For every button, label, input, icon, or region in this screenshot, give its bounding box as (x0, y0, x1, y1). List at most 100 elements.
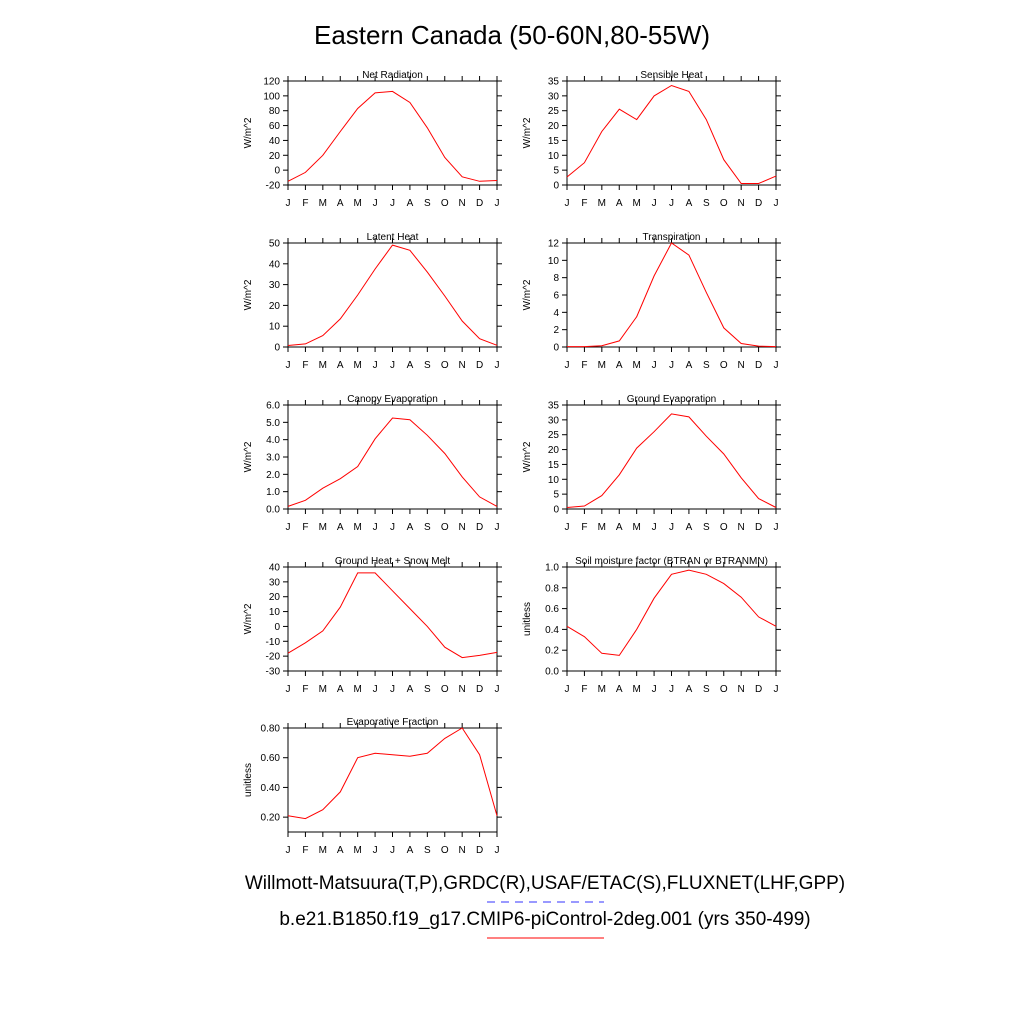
x-tick-label: A (407, 845, 414, 856)
x-tick-label: M (353, 198, 361, 209)
x-tick-label: A (616, 198, 623, 209)
y-tick-label: 10 (548, 475, 560, 486)
x-tick-label: D (476, 198, 483, 209)
y-tick-label: 120 (263, 77, 280, 88)
y-tick-label: 20 (548, 445, 560, 456)
x-tick-label: J (390, 522, 395, 533)
x-tick-label: S (703, 522, 710, 533)
x-tick-label: J (373, 684, 378, 695)
plot-frame (287, 242, 498, 348)
x-tick-label: A (407, 684, 414, 695)
x-tick-label: M (353, 360, 361, 371)
x-tick-label: S (424, 360, 431, 371)
plot-frame (566, 404, 777, 510)
x-tick-label: D (755, 684, 762, 695)
y-tick-label: 5.0 (266, 418, 280, 429)
x-tick-label: O (441, 845, 449, 856)
x-tick-label: N (459, 845, 466, 856)
panel-title: Ground Heat + Snow Melt (335, 556, 451, 567)
x-tick-label: J (565, 360, 570, 371)
model-series-line (287, 244, 498, 346)
x-tick-label: A (686, 198, 693, 209)
model-series-line (566, 84, 777, 184)
y-tick-label: 0 (553, 505, 559, 516)
x-tick-label: N (459, 684, 466, 695)
y-tick-label: 0.80 (261, 724, 281, 735)
x-tick-label: A (337, 198, 344, 209)
y-tick-label: 1.0 (266, 487, 280, 498)
x-tick-label: A (616, 360, 623, 371)
x-tick-label: F (581, 522, 587, 533)
x-tick-label: M (598, 684, 606, 695)
x-tick-label: J (774, 684, 779, 695)
y-tick-label: 30 (269, 280, 281, 291)
x-tick-label: D (476, 360, 483, 371)
x-tick-label: D (755, 198, 762, 209)
y-tick-label: 0.6 (545, 604, 559, 615)
panel-7: Ground Heat + Snow Melt W/m^2 -30 -20 -10 0 10… (243, 556, 502, 695)
panel-title: Sensible Heat (640, 70, 702, 81)
y-tick-label: 15 (548, 460, 560, 471)
plot-frame (566, 242, 777, 348)
x-tick-label: A (407, 360, 414, 371)
x-tick-label: O (441, 522, 449, 533)
x-tick-label: N (459, 360, 466, 371)
y-tick-label: 30 (548, 91, 560, 102)
x-tick-label: J (286, 522, 291, 533)
y-tick-label: 35 (548, 77, 560, 88)
y-axis-label: W/m^2 (522, 441, 533, 472)
x-tick-label: M (353, 522, 361, 533)
y-tick-label: 15 (548, 136, 560, 147)
y-axis-label: W/m^2 (243, 117, 254, 148)
x-tick-label: J (373, 360, 378, 371)
x-tick-label: D (476, 845, 483, 856)
x-tick-label: A (407, 522, 414, 533)
x-tick-label: J (495, 845, 500, 856)
y-axis-label: W/m^2 (243, 603, 254, 634)
x-tick-label: J (652, 522, 657, 533)
x-tick-label: J (565, 684, 570, 695)
y-tick-label: 2 (553, 325, 559, 336)
y-tick-label: 5 (553, 166, 559, 177)
x-tick-label: D (755, 522, 762, 533)
model-series-line (566, 569, 777, 656)
y-tick-label: 25 (548, 106, 560, 117)
panel-title: Ground Evaporation (627, 394, 717, 405)
plot-frame (287, 566, 498, 672)
y-tick-label: 100 (263, 91, 280, 102)
x-tick-label: N (459, 522, 466, 533)
x-tick-label: A (337, 522, 344, 533)
panel-title: Canopy Evaporation (347, 394, 438, 405)
y-tick-label: 40 (269, 136, 281, 147)
y-tick-label: 4 (553, 308, 559, 319)
x-tick-label: D (476, 684, 483, 695)
x-tick-label: J (774, 198, 779, 209)
panel-title: Latent Heat (367, 232, 419, 243)
x-tick-label: J (669, 360, 674, 371)
x-tick-label: M (319, 360, 327, 371)
plot-frame (287, 727, 498, 833)
x-tick-label: J (495, 360, 500, 371)
x-tick-label: F (302, 360, 308, 371)
model-dataset-label: b.e21.B1850.f19_g17.CMIP6-piControl-2deg… (279, 909, 810, 930)
y-tick-label: 40 (269, 563, 281, 574)
x-tick-label: O (720, 522, 728, 533)
x-tick-label: M (598, 198, 606, 209)
y-tick-label: 0 (274, 343, 280, 354)
y-axis-label: W/m^2 (522, 117, 533, 148)
x-tick-label: J (373, 198, 378, 209)
x-tick-label: O (720, 684, 728, 695)
y-tick-label: 5 (553, 490, 559, 501)
x-tick-label: J (495, 522, 500, 533)
x-tick-label: M (319, 522, 327, 533)
x-tick-label: M (598, 360, 606, 371)
x-tick-label: N (738, 198, 745, 209)
x-tick-label: A (337, 360, 344, 371)
y-tick-label: 40 (269, 259, 281, 270)
x-tick-label: N (459, 198, 466, 209)
y-tick-label: 20 (269, 151, 281, 162)
y-tick-label: 6.0 (266, 401, 280, 412)
